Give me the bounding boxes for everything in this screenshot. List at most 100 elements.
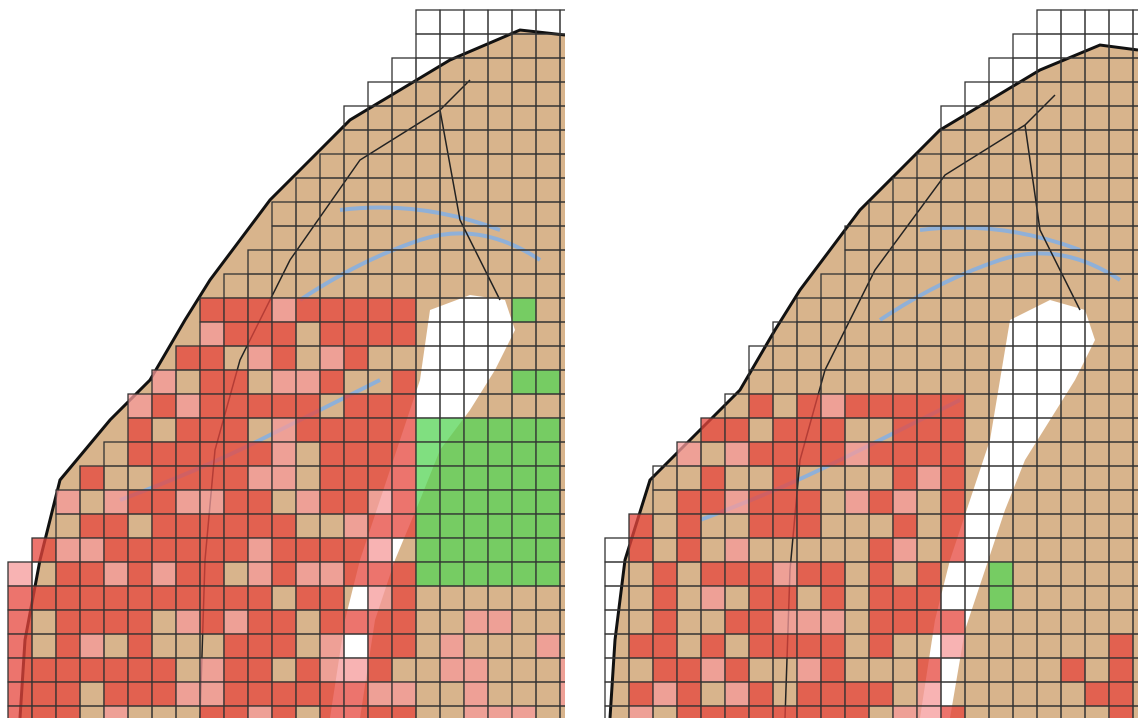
grid-cell bbox=[893, 610, 917, 634]
grid-cell bbox=[749, 706, 773, 718]
grid-cell bbox=[440, 490, 464, 514]
grid-cell bbox=[1013, 34, 1037, 58]
grid-cell bbox=[512, 706, 536, 718]
grid-cell bbox=[176, 490, 200, 514]
grid-cell bbox=[200, 562, 224, 586]
grid-cell bbox=[128, 394, 152, 418]
grid-cell bbox=[320, 682, 344, 706]
grid-cell bbox=[104, 514, 128, 538]
grid-cell bbox=[248, 562, 272, 586]
grid-cell bbox=[488, 490, 512, 514]
grid-cell bbox=[464, 514, 488, 538]
grid-cell bbox=[1109, 682, 1133, 706]
grid-cell bbox=[296, 658, 320, 682]
grid-cell bbox=[464, 682, 488, 706]
grid-cell bbox=[917, 466, 941, 490]
grid-cell bbox=[677, 706, 701, 718]
grid-cell bbox=[8, 586, 32, 610]
grid-cell bbox=[821, 586, 845, 610]
grid-cell bbox=[200, 490, 224, 514]
grid-cell bbox=[248, 346, 272, 370]
grid-cell bbox=[464, 562, 488, 586]
grid-cell bbox=[392, 706, 416, 718]
grid-cell bbox=[1061, 658, 1085, 682]
grid-cell bbox=[512, 298, 536, 322]
grid-cell bbox=[629, 634, 653, 658]
grid-cell bbox=[104, 562, 128, 586]
grid-cell bbox=[32, 682, 56, 706]
grid-cell bbox=[248, 466, 272, 490]
grid-cell bbox=[917, 418, 941, 442]
grid-cell bbox=[8, 706, 32, 718]
grid-cell bbox=[200, 442, 224, 466]
grid-cell bbox=[320, 706, 344, 718]
grid-cell bbox=[176, 346, 200, 370]
grid-cell bbox=[797, 682, 821, 706]
grid-cell bbox=[989, 562, 1013, 586]
grid-cell bbox=[248, 658, 272, 682]
grid-cell bbox=[344, 346, 368, 370]
grid-cell bbox=[200, 682, 224, 706]
grid-cell bbox=[392, 298, 416, 322]
grid-cell bbox=[701, 490, 725, 514]
grid-cell bbox=[488, 442, 512, 466]
grid-cell bbox=[368, 706, 392, 718]
grid-cell bbox=[845, 442, 869, 466]
grid-cell bbox=[773, 706, 797, 718]
grid-cell bbox=[989, 58, 1013, 82]
grid-cell bbox=[941, 610, 965, 634]
grid-cell bbox=[80, 634, 104, 658]
grid-cell bbox=[104, 610, 128, 634]
grid-cell bbox=[224, 370, 248, 394]
grid-cell bbox=[248, 394, 272, 418]
grid-cell bbox=[701, 706, 725, 718]
grid-cell bbox=[536, 10, 560, 34]
grid-cell bbox=[821, 418, 845, 442]
grid-cell bbox=[344, 706, 368, 718]
grid-cell bbox=[200, 370, 224, 394]
grid-cell bbox=[128, 682, 152, 706]
grid-cell bbox=[152, 370, 176, 394]
grid-cell bbox=[320, 610, 344, 634]
grid-cell bbox=[392, 562, 416, 586]
grid-cell bbox=[176, 562, 200, 586]
grid-cell bbox=[869, 682, 893, 706]
grid-cell bbox=[749, 514, 773, 538]
grid-cell bbox=[56, 562, 80, 586]
grid-cell bbox=[797, 394, 821, 418]
grid-cell bbox=[392, 466, 416, 490]
grid-cell bbox=[56, 682, 80, 706]
grid-cell bbox=[368, 418, 392, 442]
grid-cell bbox=[224, 586, 248, 610]
grid-cell bbox=[128, 490, 152, 514]
grid-cell bbox=[224, 490, 248, 514]
grid-cell bbox=[152, 586, 176, 610]
grid-cell bbox=[653, 634, 677, 658]
grid-cell bbox=[845, 394, 869, 418]
grid-cell bbox=[512, 466, 536, 490]
grid-cell bbox=[248, 514, 272, 538]
grid-cell bbox=[248, 538, 272, 562]
grid-cell bbox=[248, 682, 272, 706]
grid-cell bbox=[893, 490, 917, 514]
grid-cell bbox=[200, 514, 224, 538]
grid-cell bbox=[152, 682, 176, 706]
grid-cell bbox=[917, 442, 941, 466]
grid-cell bbox=[248, 442, 272, 466]
grid-cell bbox=[80, 610, 104, 634]
grid-cell bbox=[272, 514, 296, 538]
grid-cell bbox=[368, 466, 392, 490]
grid-cell bbox=[176, 394, 200, 418]
grid-cell bbox=[653, 682, 677, 706]
grid-cell bbox=[629, 538, 653, 562]
grid-cell bbox=[488, 610, 512, 634]
grid-cell bbox=[248, 610, 272, 634]
grid-cell bbox=[248, 298, 272, 322]
grid-cell bbox=[749, 490, 773, 514]
grid-cell bbox=[344, 418, 368, 442]
grid-cell bbox=[56, 706, 80, 718]
grid-cell bbox=[677, 538, 701, 562]
grid-cell bbox=[368, 490, 392, 514]
grid-cell bbox=[200, 610, 224, 634]
grid-cell bbox=[272, 442, 296, 466]
